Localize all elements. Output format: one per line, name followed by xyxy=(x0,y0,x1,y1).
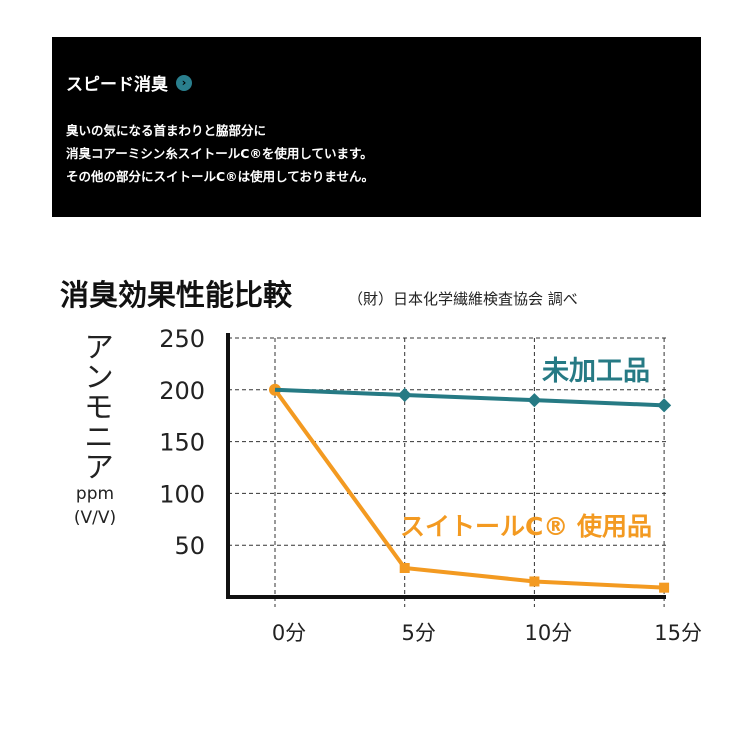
y-axis-unit: ppm xyxy=(75,484,115,504)
y-tick-label: 250 xyxy=(159,325,205,353)
y-axis-title: アンモニア xyxy=(78,331,113,481)
series-line xyxy=(273,388,665,590)
panel-title-text: スピード消臭 xyxy=(66,75,168,95)
panel-text: 臭いの気になる首まわりと脇部分に 消臭コアーミシン糸スイトールC®を使用していま… xyxy=(66,119,374,188)
data-point xyxy=(529,576,540,587)
x-tick-label: 5分 xyxy=(402,621,436,645)
panel-line: 消臭コアーミシン糸スイトールC®を使用しています。 xyxy=(66,146,373,161)
info-panel: スピード消臭 › 臭いの気になる首まわりと脇部分に 消臭コアーミシン糸スイトール… xyxy=(52,37,701,217)
legend-label: スイトールC® 使用品 xyxy=(400,512,652,541)
data-point xyxy=(399,562,410,573)
legend-label: 未加工品 xyxy=(542,356,650,387)
chart-subtitle: （財）日本化学繊維検査協会 調べ xyxy=(348,290,578,308)
x-tick-label: 10分 xyxy=(525,621,573,645)
panel-line: 臭いの気になる首まわりと脇部分に xyxy=(66,123,267,138)
y-axis-unit: (V/V) xyxy=(73,508,117,528)
x-tick-label: 0分 xyxy=(272,621,306,645)
panel-line: その他の部分にスイトールC®は使用しておりません。 xyxy=(66,169,375,184)
data-point xyxy=(657,398,672,413)
y-tick-label: 200 xyxy=(159,377,205,405)
y-axis-label: アンモニア ppm (V/V) xyxy=(70,330,120,530)
data-point xyxy=(397,387,412,403)
data-point xyxy=(659,582,670,593)
data-point xyxy=(527,393,542,408)
y-tick-label: 50 xyxy=(174,532,205,560)
y-tick-label: 100 xyxy=(159,480,205,508)
panel-title: スピード消臭 › xyxy=(66,70,192,95)
x-tick-label: 15分 xyxy=(654,621,702,645)
y-tick-label: 150 xyxy=(159,429,205,457)
chevron-right-icon[interactable]: › xyxy=(176,74,192,91)
series-line xyxy=(274,387,665,408)
chart-title: 消臭効果性能比較 xyxy=(60,278,293,312)
